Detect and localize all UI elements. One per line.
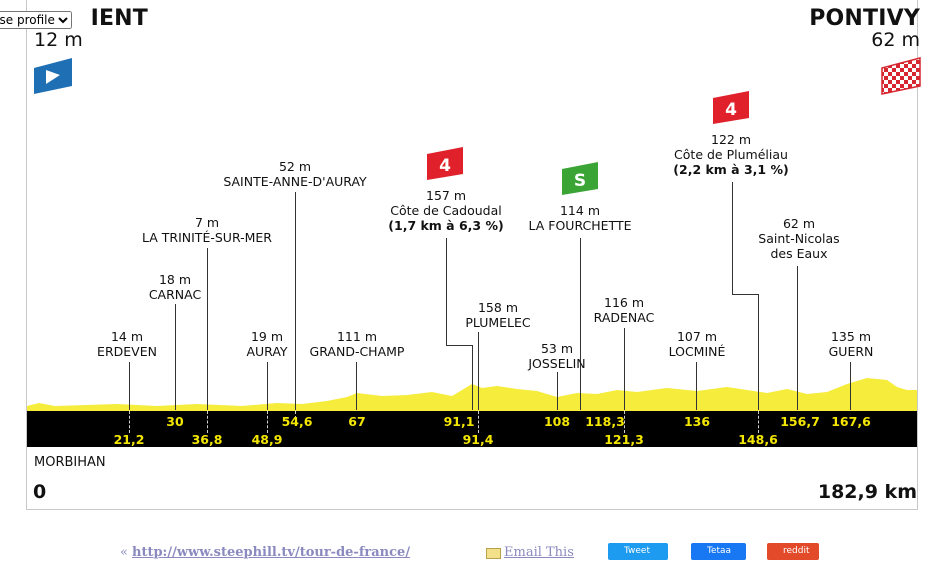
start-altitude: 12 m bbox=[34, 29, 83, 51]
svg-text:S: S bbox=[574, 171, 586, 191]
km-tick bbox=[295, 411, 296, 419]
climb-category-badge: 4 bbox=[427, 147, 463, 180]
place-label-plumelec: 158 m PLUMELEC bbox=[465, 300, 531, 330]
marker-line bbox=[175, 304, 176, 410]
marker-line bbox=[696, 362, 697, 410]
start-town-name: IENT bbox=[90, 6, 148, 31]
km-tick bbox=[624, 411, 625, 433]
reddit-button[interactable]: reddit bbox=[767, 543, 819, 560]
marker-line bbox=[758, 294, 759, 410]
facebook-button[interactable]: Tetaa bbox=[691, 543, 746, 560]
svg-text:4: 4 bbox=[725, 100, 737, 120]
marker-line bbox=[129, 362, 130, 410]
distance-start: 0 bbox=[33, 481, 47, 503]
start-flag-icon bbox=[34, 58, 72, 94]
marker-line bbox=[557, 372, 558, 410]
profile-type-select[interactable]: urse profile bbox=[0, 11, 72, 29]
marker-line bbox=[580, 238, 581, 410]
place-label-saint-nicolas: 62 m Saint-Nicolas des Eaux bbox=[758, 216, 840, 261]
sprint-badge-icon: S bbox=[562, 162, 598, 195]
km-label: 91,1 bbox=[443, 414, 475, 429]
distance-bar bbox=[27, 411, 917, 447]
km-label: 91,4 bbox=[462, 432, 494, 447]
climb-label-plumeliau: 122 m Côte de Pluméliau (2,2 km à 3,1 %) bbox=[673, 132, 789, 177]
place-label-radenac: 116 m RADENAC bbox=[593, 295, 655, 325]
email-icon bbox=[486, 548, 501, 559]
marker-line bbox=[624, 328, 625, 410]
marker-line bbox=[478, 332, 479, 410]
place-label-locmine: 107 m LOCMINÉ bbox=[668, 329, 726, 359]
marker-line bbox=[472, 345, 473, 410]
steephill-link[interactable]: http://www.steephill.tv/tour-de-france/ bbox=[132, 545, 411, 560]
marker-line bbox=[797, 266, 798, 410]
climb-label-cadoudal: 157 m Côte de Cadoudal (1,7 km à 6,3 %) bbox=[388, 188, 504, 233]
km-tick bbox=[267, 411, 268, 433]
email-this-link[interactable]: Email This bbox=[504, 545, 574, 560]
km-tick bbox=[478, 411, 479, 433]
marker-line bbox=[732, 182, 733, 294]
place-label-sainte-anne: 52 m SAINTE-ANNE-D'AURAY bbox=[223, 159, 367, 189]
marker-line bbox=[207, 248, 208, 410]
km-label: 118,3 bbox=[585, 414, 625, 429]
marker-line bbox=[850, 362, 851, 410]
place-label-erdeven: 14 m ERDEVEN bbox=[97, 329, 157, 359]
svg-text:4: 4 bbox=[439, 156, 451, 176]
finish-town-name: PONTIVY bbox=[809, 6, 920, 31]
sprint-label-la-fourchette: 114 m LA FOURCHETTE bbox=[528, 203, 632, 233]
place-label-carnac: 18 m CARNAC bbox=[148, 272, 202, 302]
place-label-auray: 19 m AURAY bbox=[246, 329, 288, 359]
km-label: 156,7 bbox=[780, 414, 820, 429]
place-label-josselin: 53 m JOSSELIN bbox=[528, 341, 586, 371]
marker-line bbox=[267, 362, 268, 410]
marker-line bbox=[732, 294, 758, 295]
profile-frame bbox=[26, 0, 918, 510]
km-tick bbox=[758, 411, 759, 433]
climb-category-badge: 4 bbox=[713, 91, 749, 124]
km-label: 121,3 bbox=[604, 432, 644, 447]
tweet-button[interactable]: Tweet bbox=[608, 543, 668, 560]
marker-line bbox=[356, 362, 357, 410]
finish-altitude: 62 m bbox=[871, 29, 920, 51]
km-label: 136 bbox=[683, 414, 711, 429]
km-label: 21,2 bbox=[113, 432, 145, 447]
marker-line bbox=[446, 238, 447, 345]
km-label: 30 bbox=[166, 414, 184, 429]
km-label: 108 bbox=[543, 414, 571, 429]
marker-line bbox=[446, 345, 472, 346]
km-label: 48,9 bbox=[251, 432, 283, 447]
km-label: 148,6 bbox=[738, 432, 778, 447]
km-label: 67 bbox=[348, 414, 366, 429]
marker-line bbox=[295, 192, 296, 410]
finish-flag-icon bbox=[881, 57, 921, 95]
place-label-guern: 135 m GUERN bbox=[828, 329, 874, 359]
distance-total: 182,9 km bbox=[817, 481, 917, 503]
km-tick bbox=[129, 411, 130, 433]
place-label-grand-champ: 111 m GRAND-CHAMP bbox=[309, 329, 405, 359]
km-label: 167,6 bbox=[831, 414, 871, 429]
place-label-la-trinite: 7 m LA TRINITÉ-SUR-MER bbox=[141, 215, 273, 245]
region-label: MORBIHAN bbox=[34, 455, 106, 470]
km-label: 36,8 bbox=[191, 432, 223, 447]
footer-prefix: « bbox=[120, 545, 128, 560]
km-tick bbox=[207, 411, 208, 433]
km-label: 54,6 bbox=[281, 414, 313, 429]
